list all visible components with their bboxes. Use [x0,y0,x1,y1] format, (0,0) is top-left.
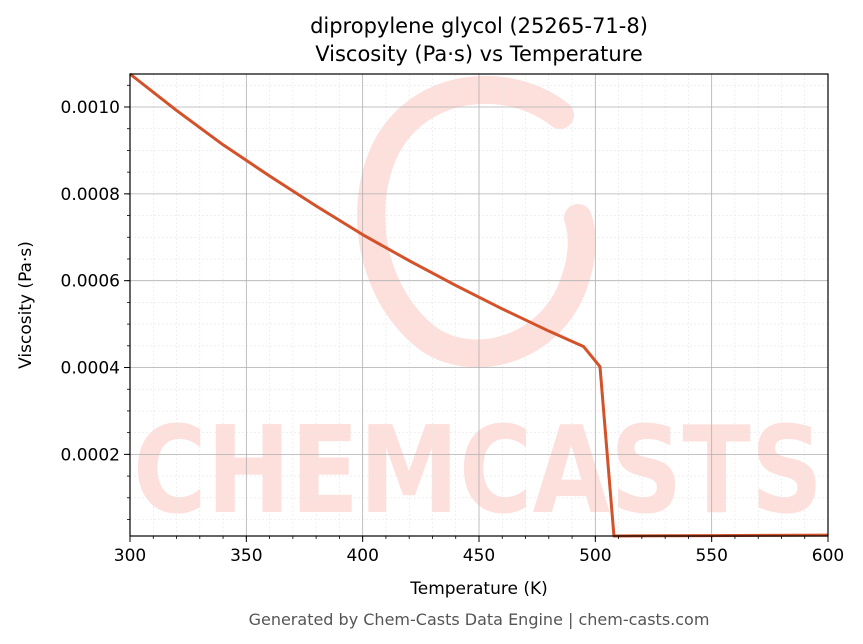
x-tick-label: 300 [114,546,146,566]
y-tick-label: 0.0004 [61,359,120,379]
x-tick-label: 400 [346,546,378,566]
y-tick-label: 0.0010 [61,98,120,118]
y-tick-label: 0.0006 [61,272,120,292]
y-axis-label: Viscosity (Pa·s) [16,241,36,369]
footer-credit: Generated by Chem-Casts Data Engine | ch… [249,610,710,629]
chart-subtitle: Viscosity (Pa·s) vs Temperature [315,42,643,66]
x-tick-label: 600 [812,546,844,566]
plot-frame [129,73,829,537]
major-grid [129,74,829,536]
x-axis-label: Temperature (K) [409,579,548,599]
x-tick-label: 500 [579,546,611,566]
watermark-text: CHEMCASTS [133,402,823,541]
y-axis-ticks: 0.0002 0.0004 0.0006 0.0008 0.0010 [61,84,130,520]
watermark: CHEMCASTS [133,76,823,541]
watermark-swirl [357,76,596,368]
x-axis-ticks: 300 350 400 450 500 550 600 [114,536,844,566]
y-tick-label: 0.0002 [61,445,120,465]
y-tick-label: 0.0008 [61,185,120,205]
x-tick-label: 450 [463,546,495,566]
x-tick-label: 350 [230,546,262,566]
chart-title: dipropylene glycol (25265-71-8) [310,14,648,38]
x-tick-label: 550 [695,546,727,566]
